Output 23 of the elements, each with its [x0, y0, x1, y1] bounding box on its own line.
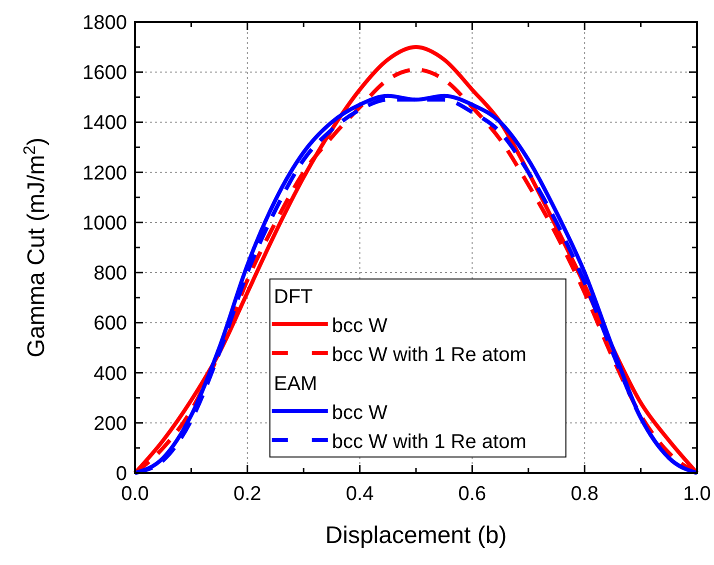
y-tick-label: 600	[94, 312, 127, 335]
x-tick-label: 0.6	[458, 483, 486, 505]
y-tick-label: 1200	[82, 162, 127, 184]
x-tick-label: 0.4	[346, 483, 374, 505]
y-tick-label: 800	[94, 262, 127, 285]
y-tick-label: 1800	[82, 12, 127, 34]
legend-label: bcc W	[332, 402, 388, 424]
y-tick-label: 0	[116, 463, 127, 485]
x-axis-title: Displacement (b)	[325, 522, 507, 549]
y-tick-label: 200	[94, 412, 127, 435]
x-tick-label: 1.0	[683, 483, 711, 505]
y-tick-label: 400	[94, 362, 127, 385]
x-tick-label: 0.8	[570, 483, 599, 505]
x-tick-label: 0.2	[233, 483, 262, 505]
annotation: DFT	[274, 286, 313, 308]
y-tick-label: 1000	[82, 212, 127, 234]
legend-label: bcc W with 1 Re atom	[332, 431, 526, 453]
y-tick-label: 1400	[82, 112, 127, 134]
y-tick-label: 1600	[82, 62, 127, 84]
x-tick-label: 0.0	[121, 483, 149, 505]
annotation: EAM	[274, 373, 318, 395]
legend-label: bcc W	[332, 315, 388, 337]
legend-label: bcc W with 1 Re atom	[332, 344, 526, 366]
